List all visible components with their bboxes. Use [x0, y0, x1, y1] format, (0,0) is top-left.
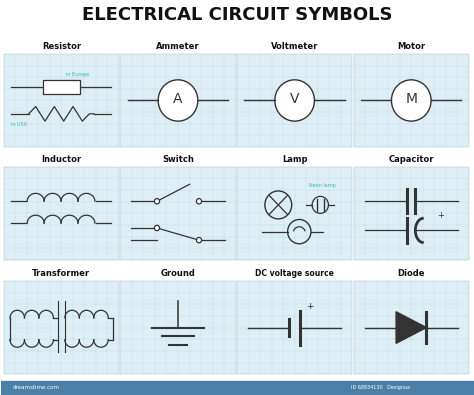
Circle shape — [392, 80, 431, 121]
Text: in USA: in USA — [11, 122, 27, 127]
Bar — [354, 54, 469, 147]
Text: Capacitor: Capacitor — [389, 155, 434, 164]
Bar — [120, 54, 236, 147]
Text: +: + — [306, 302, 314, 311]
Text: Inductor: Inductor — [41, 155, 82, 164]
Text: Ground: Ground — [161, 269, 195, 278]
Text: Motor: Motor — [397, 42, 425, 51]
Text: +: + — [437, 211, 444, 220]
Text: V: V — [290, 92, 300, 106]
Text: dreamstime.com: dreamstime.com — [13, 385, 60, 390]
Text: DC voltage source: DC voltage source — [255, 269, 334, 278]
Bar — [4, 54, 119, 147]
Circle shape — [196, 199, 201, 204]
Text: Resistor: Resistor — [42, 42, 81, 51]
Circle shape — [196, 237, 201, 243]
Circle shape — [275, 80, 314, 121]
Text: in Europe: in Europe — [66, 72, 90, 77]
Circle shape — [155, 225, 160, 231]
Bar — [237, 167, 352, 260]
Bar — [43, 81, 80, 94]
Circle shape — [155, 199, 160, 204]
Bar — [237, 54, 352, 147]
Text: Ammeter: Ammeter — [156, 42, 200, 51]
Text: Diode: Diode — [398, 269, 425, 278]
Text: A: A — [173, 92, 183, 106]
Text: Transformer: Transformer — [32, 269, 91, 278]
Bar — [354, 167, 469, 260]
Text: ELECTRICAL CIRCUIT SYMBOLS: ELECTRICAL CIRCUIT SYMBOLS — [82, 6, 392, 24]
Bar — [4, 281, 119, 374]
Bar — [120, 167, 236, 260]
Text: M: M — [405, 92, 417, 106]
Text: Neon lamp: Neon lamp — [309, 183, 336, 188]
Text: Lamp: Lamp — [282, 155, 307, 164]
Circle shape — [158, 80, 198, 121]
Bar — [237, 281, 352, 374]
Text: ID 68934130   Designua: ID 68934130 Designua — [350, 385, 410, 390]
Text: Switch: Switch — [162, 155, 194, 164]
Text: Voltmeter: Voltmeter — [271, 42, 319, 51]
Bar — [4, 167, 119, 260]
Bar — [120, 281, 236, 374]
Polygon shape — [396, 312, 427, 343]
Bar — [354, 281, 469, 374]
